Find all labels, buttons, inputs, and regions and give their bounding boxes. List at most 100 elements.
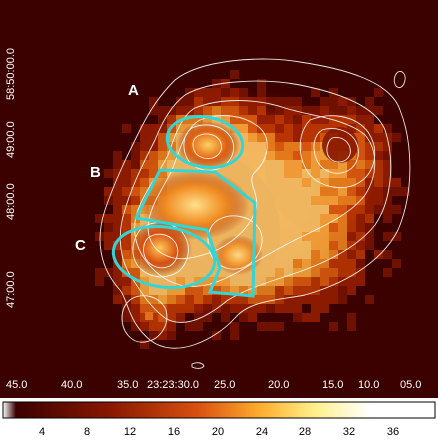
emission-pixel <box>293 133 302 142</box>
emission-pixel <box>230 169 239 178</box>
emission-pixel <box>302 241 311 250</box>
emission-pixel <box>311 232 320 241</box>
region-b-polygon <box>133 168 257 298</box>
emission-pixel <box>149 106 158 115</box>
emission-pixel <box>167 133 176 142</box>
emission-pixel <box>329 295 338 304</box>
emission-pixel <box>221 277 230 286</box>
emission-pixel <box>302 259 311 268</box>
emission-pixel <box>257 259 266 268</box>
emission-pixel <box>212 295 221 304</box>
emission-pixel <box>356 160 365 169</box>
emission-pixel <box>266 97 275 106</box>
emission-pixel <box>275 250 284 259</box>
contour-3 <box>134 100 376 287</box>
emission-pixel <box>140 124 149 133</box>
emission-pixel <box>266 286 275 295</box>
emission-pixel <box>383 187 392 196</box>
emission-pixel <box>284 259 293 268</box>
emission-pixel <box>284 124 293 133</box>
colorbar-ticks: 4 8 12 16 20 24 28 32 36 <box>39 426 399 438</box>
emission-pixel <box>221 313 230 322</box>
emission-pixel <box>131 268 140 277</box>
emission-pixel <box>194 250 203 259</box>
emission-pixel <box>293 187 302 196</box>
emission-pixel <box>104 241 113 250</box>
emission-pixel <box>293 196 302 205</box>
emission-pixel <box>311 160 320 169</box>
emission-pixel <box>374 124 383 133</box>
emission-pixel <box>230 70 239 79</box>
emission-pixel <box>221 286 230 295</box>
emission-pixel <box>329 223 338 232</box>
emission-pixel <box>248 205 257 214</box>
contour-9 <box>299 115 376 189</box>
emission-pixel <box>275 223 284 232</box>
emission-pixel <box>311 106 320 115</box>
emission-pixel <box>275 286 284 295</box>
emission-pixel <box>248 232 257 241</box>
emission-pixel <box>131 277 140 286</box>
emission-pixel <box>194 295 203 304</box>
emission-pixel <box>338 97 347 106</box>
emission-pixel <box>329 241 338 250</box>
emission-pixel <box>248 187 257 196</box>
emission-pixel <box>347 250 356 259</box>
emission-pixel <box>302 268 311 277</box>
x-tick-label-2: 40.0 <box>61 379 82 391</box>
emission-pixel <box>320 241 329 250</box>
emission-pixel <box>392 205 401 214</box>
emission-pixel <box>365 178 374 187</box>
emission-pixel <box>203 115 212 124</box>
emission-pixel <box>284 97 293 106</box>
emission-pixel <box>239 88 248 97</box>
emission-pixel <box>248 106 257 115</box>
emission-pixel <box>311 196 320 205</box>
emission-pixel <box>158 313 167 322</box>
emission-pixel <box>338 295 347 304</box>
emission-pixel <box>185 106 194 115</box>
emission-pixel <box>203 106 212 115</box>
emission-pixel <box>329 160 338 169</box>
emission-pixel <box>293 304 302 313</box>
emission-pixel <box>176 295 185 304</box>
x-tick-label-4: 23:23:30.0 <box>147 379 199 391</box>
emission-pixel <box>230 115 239 124</box>
emission-pixel <box>302 250 311 259</box>
emission-pixel <box>203 277 212 286</box>
emission-pixel <box>356 223 365 232</box>
emission-pixel <box>131 313 140 322</box>
emission-pixel <box>329 88 338 97</box>
emission-pixel <box>275 241 284 250</box>
emission-pixel <box>266 160 275 169</box>
emission-pixel <box>347 268 356 277</box>
emission-pixel <box>311 88 320 97</box>
emission-pixel <box>239 277 248 286</box>
emission-pixel <box>248 142 257 151</box>
emission-pixel <box>365 115 374 124</box>
emission-pixel <box>329 205 338 214</box>
emission-pixel <box>284 160 293 169</box>
emission-pixel <box>347 178 356 187</box>
emission-pixel <box>329 97 338 106</box>
colorbar-panel: 4 8 12 16 20 24 28 32 36 <box>0 398 438 443</box>
emission-pixel <box>194 322 203 331</box>
emission-pixel <box>239 160 248 169</box>
emission-pixel <box>338 250 347 259</box>
emission-pixel <box>329 178 338 187</box>
emission-pixel <box>257 79 266 88</box>
emission-pixel <box>311 169 320 178</box>
emission-pixel <box>347 232 356 241</box>
emission-pixel <box>356 241 365 250</box>
emission-pixel <box>302 232 311 241</box>
emission-pixel <box>311 124 320 133</box>
emission-pixel <box>293 97 302 106</box>
emission-pixel <box>122 250 131 259</box>
emission-pixel <box>149 304 158 313</box>
emission-pixel <box>194 97 203 106</box>
emission-pixel <box>149 142 158 151</box>
emission-pixel <box>275 322 284 331</box>
emission-pixel <box>212 286 221 295</box>
emission-pixel <box>212 88 221 97</box>
emission-pixel <box>374 187 383 196</box>
